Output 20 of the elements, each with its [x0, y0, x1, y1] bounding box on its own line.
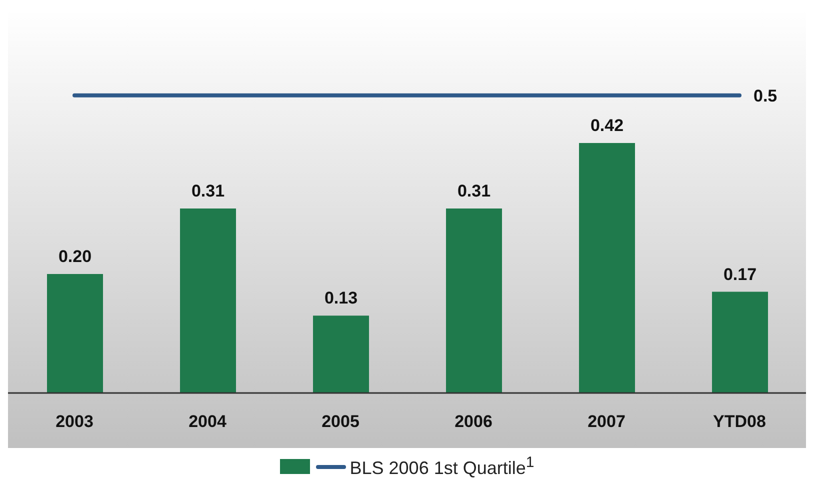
bar — [579, 143, 635, 393]
data-label: 0.31 — [191, 181, 225, 200]
bar — [712, 292, 768, 393]
data-label: 0.17 — [723, 264, 757, 284]
x-tick-label: 2004 — [188, 412, 227, 432]
bar — [180, 208, 236, 393]
data-label: 0.20 — [58, 246, 92, 266]
legend-label: BLS 2006 1st Quartile$^{1}$ — [350, 454, 534, 479]
data-label: 0.31 — [457, 181, 491, 200]
data-label: 0.5 — [754, 86, 778, 106]
x-tick-label: 2007 — [588, 412, 626, 432]
x-tick-label: 2005 — [322, 412, 360, 432]
bar — [313, 316, 369, 393]
x-tick-label: YTD08 — [713, 412, 766, 432]
data-label: 0.42 — [590, 116, 624, 135]
bar — [446, 208, 502, 393]
bar — [47, 274, 103, 393]
x-tick-label: 2003 — [56, 412, 94, 432]
data-label: 0.13 — [324, 288, 358, 308]
x-tick-label: 2006 — [454, 412, 492, 432]
